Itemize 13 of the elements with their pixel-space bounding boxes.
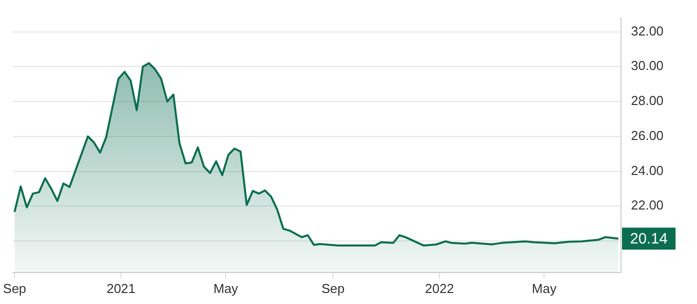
y-tick-label: 26.00: [631, 128, 664, 143]
text: 20.14: [630, 230, 668, 248]
y-tick-label: 30.00: [631, 58, 664, 74]
x-tick-label: Sep: [321, 280, 345, 296]
x-tick-label: 2022: [425, 280, 454, 296]
x-tick-label: 2021: [106, 280, 136, 296]
y-tick-label: 28.00: [631, 93, 664, 108]
x-tick-label: May: [213, 280, 239, 296]
x-tick-label: May: [532, 280, 557, 296]
y-tick-label: 24.00: [631, 162, 664, 178]
y-tick-label: 32.00: [631, 23, 664, 38]
x-tick-label: Sep: [3, 280, 26, 296]
y-tick-label: 22.00: [631, 198, 664, 213]
